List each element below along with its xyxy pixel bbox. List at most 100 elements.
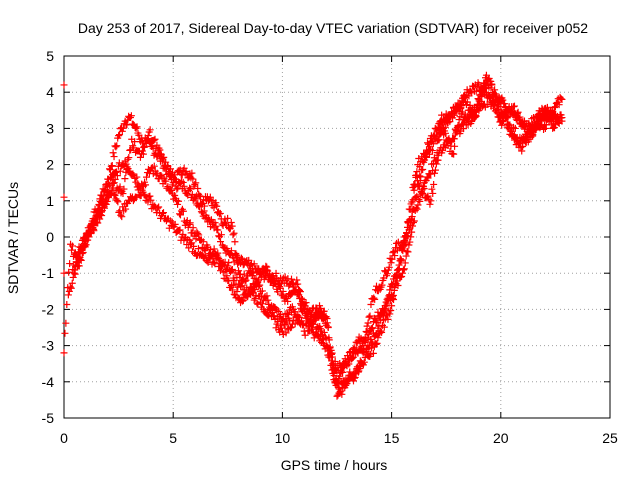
data-point-s3-283 bbox=[324, 324, 332, 331]
data-point-s3-71 bbox=[126, 146, 134, 154]
data-point-s3-493 bbox=[519, 118, 527, 126]
series-track-d bbox=[60, 71, 566, 400]
data-point-s3-180 bbox=[230, 229, 238, 237]
data-point-s3-160 bbox=[212, 199, 220, 207]
data-point-s3-289 bbox=[330, 372, 338, 380]
data-point-s2-449 bbox=[490, 101, 498, 109]
x-tick-label-5: 25 bbox=[602, 430, 618, 446]
data-point-s3-524 bbox=[547, 106, 555, 114]
data-point-s2-258 bbox=[317, 331, 325, 339]
data-point-s3-412 bbox=[445, 136, 453, 144]
data-point-s3-52 bbox=[107, 189, 115, 197]
data-point-s3-252 bbox=[296, 287, 304, 295]
data-point-s3-366 bbox=[403, 229, 411, 237]
data-point-s3-506 bbox=[531, 124, 539, 132]
data-point-s1-405 bbox=[450, 111, 458, 119]
data-point-s1-337 bbox=[386, 310, 394, 318]
data-point-s3-494 bbox=[520, 121, 528, 129]
data-point-s3-64 bbox=[119, 190, 127, 198]
data-point-s1-220 bbox=[277, 311, 285, 319]
data-point-s2-8 bbox=[81, 234, 89, 242]
data-point-s3-509 bbox=[533, 117, 541, 125]
data-point-s3-512 bbox=[536, 110, 544, 118]
data-point-s3-182 bbox=[232, 250, 240, 258]
data-point-s2-39 bbox=[111, 191, 119, 199]
data-point-s2-188 bbox=[253, 299, 261, 307]
data-point-s3-326 bbox=[366, 312, 374, 320]
data-point-s3-250 bbox=[294, 280, 302, 288]
data-point-s2-157 bbox=[225, 277, 233, 285]
data-point-s3-478 bbox=[505, 103, 513, 111]
data-point-s3-2 bbox=[60, 269, 68, 277]
data-point-s2-106 bbox=[176, 226, 184, 234]
series-track-a bbox=[64, 79, 566, 396]
data-point-s2-421 bbox=[465, 117, 473, 125]
data-point-s2-289 bbox=[345, 360, 353, 368]
data-point-s0-529 bbox=[551, 103, 559, 111]
y-tick-label-7: 2 bbox=[46, 157, 54, 173]
data-point-s3-9 bbox=[66, 260, 74, 268]
data-point-s3-319 bbox=[359, 349, 367, 357]
data-point-s3-301 bbox=[342, 381, 350, 389]
data-point-s3-317 bbox=[357, 358, 365, 366]
data-point-s3-55 bbox=[110, 179, 118, 187]
data-point-s2-194 bbox=[258, 300, 266, 308]
data-point-s2-418 bbox=[462, 121, 470, 129]
y-tick-label-6: 1 bbox=[46, 193, 54, 209]
data-point-s1-182 bbox=[242, 276, 250, 284]
data-point-s1-378 bbox=[425, 150, 433, 158]
data-point-s3-225 bbox=[271, 279, 279, 287]
data-point-s1-409 bbox=[454, 99, 462, 107]
data-point-s3-92 bbox=[146, 126, 154, 134]
data-point-s1-114 bbox=[179, 207, 187, 215]
data-point-s3-297 bbox=[338, 390, 346, 398]
data-point-s2-76 bbox=[147, 196, 155, 204]
data-point-s2-144 bbox=[213, 255, 221, 263]
data-point-s3-254 bbox=[297, 294, 305, 302]
data-point-s3-397 bbox=[431, 166, 439, 174]
data-point-s3-84 bbox=[138, 147, 146, 155]
data-point-s3-139 bbox=[192, 179, 200, 187]
data-point-s2-50 bbox=[122, 205, 130, 213]
data-point-s2-42 bbox=[114, 198, 122, 206]
data-point-s3-66 bbox=[121, 175, 129, 183]
data-point-s0-74 bbox=[133, 123, 141, 131]
data-point-s2-361 bbox=[410, 217, 418, 225]
data-point-s3-218 bbox=[265, 274, 273, 282]
data-point-s1-176 bbox=[237, 282, 245, 290]
data-point-s3-400 bbox=[434, 151, 442, 159]
data-point-s3-393 bbox=[428, 185, 436, 193]
data-point-s3-285 bbox=[326, 343, 334, 351]
data-point-s0-131 bbox=[186, 184, 194, 192]
data-point-s3-249 bbox=[293, 276, 301, 284]
data-point-s1-327 bbox=[377, 327, 385, 335]
data-point-s3-258 bbox=[301, 304, 309, 312]
data-point-s2-459 bbox=[500, 116, 508, 124]
data-point-s3-445 bbox=[475, 97, 483, 105]
data-point-s2-335 bbox=[387, 296, 395, 304]
data-point-s3-535 bbox=[557, 111, 565, 119]
data-point-s2-142 bbox=[211, 260, 219, 268]
data-point-s3-34 bbox=[90, 227, 98, 235]
data-point-s1-400 bbox=[446, 118, 454, 126]
data-point-s1-96 bbox=[162, 177, 170, 185]
y-tick-label-10: 5 bbox=[46, 48, 54, 64]
data-point-s3-279 bbox=[320, 314, 328, 322]
data-point-s3-314 bbox=[354, 368, 362, 376]
data-point-s2-347 bbox=[398, 272, 406, 280]
data-point-s3-389 bbox=[424, 192, 432, 200]
data-point-s1-111 bbox=[176, 211, 184, 219]
data-point-s3-471 bbox=[499, 96, 507, 104]
data-point-s2-88 bbox=[159, 210, 167, 218]
data-point-s1-348 bbox=[396, 255, 404, 263]
data-point-s1-349 bbox=[397, 256, 405, 264]
data-point-s3-102 bbox=[156, 146, 164, 154]
data-point-s1-2 bbox=[71, 266, 79, 274]
data-point-s3-284 bbox=[325, 336, 333, 344]
data-point-s3-106 bbox=[160, 153, 168, 161]
data-point-s1-129 bbox=[194, 230, 202, 238]
data-point-s3-12 bbox=[68, 242, 76, 250]
data-point-s0-58 bbox=[118, 127, 126, 135]
y-tick-label-0: -5 bbox=[42, 410, 55, 426]
data-point-s3-424 bbox=[456, 113, 464, 121]
